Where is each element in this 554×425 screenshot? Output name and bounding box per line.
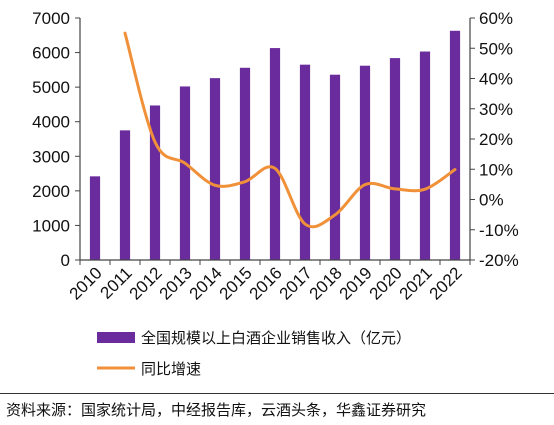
legend: 全国规模以上白酒企业销售收入（亿元） 同比增速 — [97, 329, 411, 378]
x-tick-label: 2012 — [126, 263, 166, 303]
x-tick-label: 2016 — [246, 263, 286, 303]
bar-2013 — [179, 86, 191, 260]
legend-bar-label: 全国规模以上白酒企业销售收入（亿元） — [141, 329, 411, 347]
growth-point-2014 — [214, 184, 217, 187]
right-tick-label: 10% — [479, 160, 513, 179]
growth-point-2013 — [184, 162, 187, 165]
x-tick-label: 2018 — [306, 263, 346, 303]
x-tick-label: 2022 — [426, 263, 466, 303]
x-tick-label: 2013 — [156, 263, 196, 303]
growth-point-2017 — [304, 223, 307, 226]
x-tick-label: 2020 — [366, 263, 406, 303]
left-tick-label: 5000 — [32, 78, 70, 97]
bar-2012 — [149, 105, 161, 260]
bar-2019 — [359, 65, 371, 260]
source-note: 资料来源：国家统计局，中经报告库，云酒头条，华鑫证券研究 — [6, 401, 427, 419]
bar-series — [89, 30, 461, 261]
bar-2010 — [89, 176, 101, 260]
left-y-axis: 0 1000 2000 3000 4000 5000 6000 7000 — [32, 9, 81, 270]
growth-point-2020 — [394, 187, 397, 190]
x-tick-label: 2021 — [396, 263, 436, 303]
growth-point-2016 — [274, 167, 277, 170]
x-tick-label: 2010 — [66, 263, 106, 303]
growth-point-2019 — [364, 183, 367, 186]
right-tick-label: 30% — [479, 100, 513, 119]
bar-2020 — [389, 58, 401, 260]
left-tick-label: 4000 — [32, 113, 70, 132]
growth-point-2015 — [244, 180, 247, 183]
right-tick-label: 40% — [479, 70, 513, 89]
bar-2016 — [269, 48, 281, 260]
left-tick-label: 0 — [61, 251, 70, 270]
right-tick-label: -20% — [479, 251, 519, 270]
growth-line — [123, 31, 457, 229]
x-tick-label: 2014 — [186, 263, 226, 303]
bar-2011 — [119, 130, 131, 260]
growth-point-2022 — [454, 168, 457, 171]
line-series — [123, 31, 457, 229]
left-tick-label: 7000 — [32, 9, 70, 28]
bar-2022 — [449, 30, 461, 260]
right-tick-label: 0% — [479, 191, 504, 210]
x-tick-label: 2011 — [97, 263, 136, 302]
bar-2018 — [329, 74, 341, 260]
x-axis: 2010201120122013201420152016201720182019… — [66, 259, 471, 304]
bar-2015 — [239, 67, 251, 260]
chart: 0 1000 2000 3000 4000 5000 6000 7000 -20% -10% 0%… — [32, 9, 519, 378]
x-tick-label: 2019 — [336, 263, 376, 303]
right-tick-label: 20% — [479, 130, 513, 149]
left-tick-label: 3000 — [32, 147, 70, 166]
growth-point-2021 — [424, 188, 427, 191]
x-tick-label: 2015 — [216, 263, 256, 303]
left-tick-label: 6000 — [32, 44, 70, 63]
source-divider — [0, 393, 554, 394]
growth-point-2011 — [124, 32, 127, 35]
left-tick-label: 1000 — [32, 216, 70, 235]
left-tick-label: 2000 — [32, 182, 70, 201]
x-tick-label: 2017 — [276, 263, 316, 303]
right-tick-label: 60% — [479, 9, 513, 28]
right-y-axis: -20% -10% 0% 10% 20% 30% 40% 50% 60% — [469, 9, 519, 270]
growth-point-2012 — [154, 141, 157, 144]
bar-2017 — [299, 64, 311, 261]
legend-bar-swatch — [97, 332, 135, 343]
right-tick-label: 50% — [479, 39, 513, 58]
legend-line-label: 同比增速 — [141, 360, 201, 378]
bar-2021 — [419, 51, 431, 260]
bar-2014 — [209, 78, 221, 260]
growth-point-2018 — [334, 213, 337, 216]
right-tick-label: -10% — [479, 221, 519, 240]
